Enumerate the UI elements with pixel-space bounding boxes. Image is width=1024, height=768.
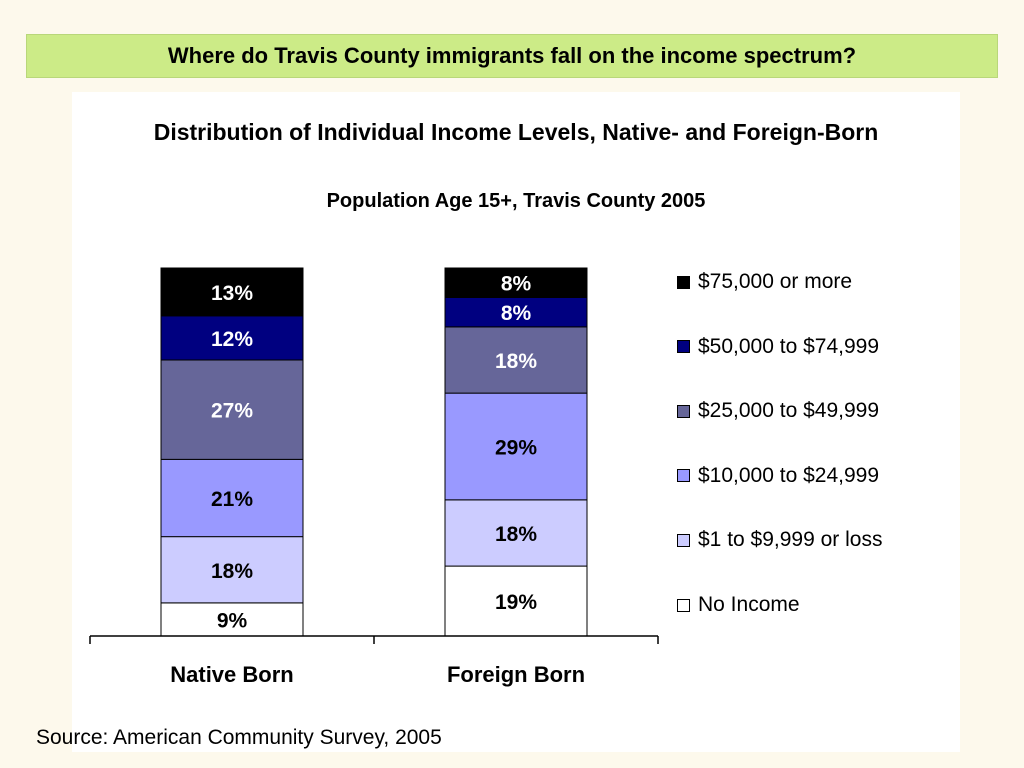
data-label: 8% [501,273,532,296]
legend-label: $25,000 to $49,999 [698,399,880,423]
legend-item: $25,000 to $49,999 [677,399,879,423]
data-label: 18% [495,350,537,373]
legend-item: $75,000 or more [677,270,852,294]
legend-label: $10,000 to $24,999 [698,463,880,487]
source-note: Source: American Community Survey, 2005 [36,726,442,749]
data-label: 21% [211,488,253,511]
legend-swatch [677,404,690,418]
bar-segment [160,267,304,317]
data-label: 8% [501,302,532,325]
x-tick-label: Foreign Born [447,662,585,687]
bar-segment [444,326,588,394]
page-title: Where do Travis County immigrants fall o… [167,43,857,68]
bar-segment [160,458,304,538]
data-label: 29% [495,436,537,459]
legend-label: $50,000 to $74,999 [698,334,880,358]
bar-segment [444,392,588,501]
chart-title: Distribution of Individual Income Levels… [153,119,879,145]
chart-subtitle: Population Age 15+, Travis County 2005 [326,190,706,212]
legend-label: $1 to $9,999 or loss [698,528,883,552]
legend-swatch [677,598,690,612]
legend-swatch [677,469,690,483]
bar-segment [160,315,304,361]
legend-label: No Income [698,593,800,616]
legend-item: $1 to $9,999 or loss [677,528,882,552]
title-banner: Where do Travis County immigrants fall o… [26,34,998,78]
legend-label: $75,000 or more [698,270,853,293]
legend-swatch [677,275,690,289]
data-label: 18% [211,560,253,583]
data-label: 12% [211,328,253,351]
legend-item: $50,000 to $74,999 [677,335,879,359]
data-label: 19% [495,591,537,614]
bar-segment [444,296,588,328]
legend-swatch [677,533,690,547]
legend-item: $10,000 to $24,999 [677,464,879,488]
data-label: 9% [217,609,248,632]
bar-segment [444,267,588,298]
bar-segment [160,602,304,637]
legend-swatch [677,340,690,354]
data-label: 13% [211,282,253,305]
x-tick-label: Native Born [170,662,293,687]
bar-segment [160,536,304,604]
bar-segment [444,499,588,567]
bar-segment [160,359,304,460]
data-label: 18% [495,523,537,546]
legend-item: No Income [677,593,800,617]
data-label: 27% [211,400,253,423]
